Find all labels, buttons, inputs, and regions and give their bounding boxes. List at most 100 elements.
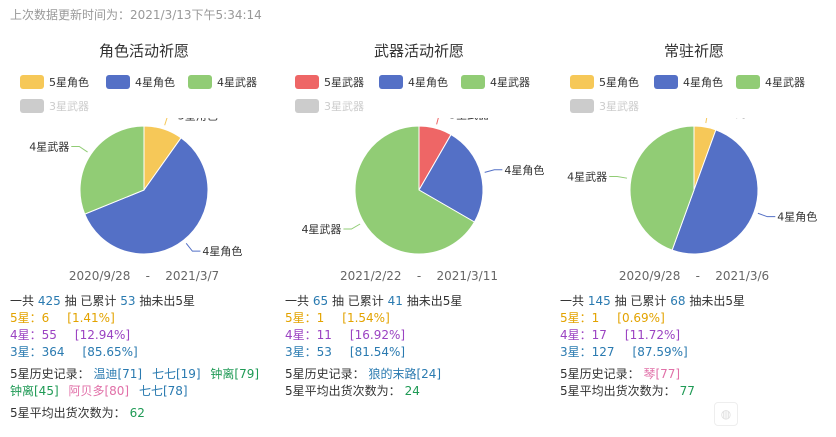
stats-block: 一共 145 抽 已累计 68 抽未出5星 5星：1 [0.69%] 4星：17 [… [560, 293, 822, 400]
history-line: 5星历史记录： 琴[77] [560, 366, 822, 383]
stats-block: 一共 425 抽 已累计 53 抽未出5星 5星：6 [1.41%] 4星：55 [… [10, 293, 272, 422]
rarity-count: 1 [316, 311, 325, 325]
history-item: 温迪[71] [93, 367, 143, 381]
total-suffix: 抽未出5星 [689, 294, 745, 308]
total-mid: 抽 已累计 [64, 294, 117, 308]
date-start: 2021/2/22 [340, 269, 402, 283]
legend-swatch [379, 75, 403, 89]
label-leader-line [484, 169, 503, 173]
date-range: 2021/2/22 - 2021/3/11 [285, 269, 553, 283]
rarity-percent: [1.54%] [342, 311, 390, 325]
rarity-5-line: 5星：1 [0.69%] [560, 310, 822, 327]
label-leader-line [436, 118, 439, 125]
legend-item-5star-character[interactable]: 5星角色 [20, 74, 89, 90]
history-label: 5星历史记录： [560, 367, 640, 381]
rarity-4-line: 4星：17 [11.72%] [560, 327, 822, 344]
legend-swatch [106, 75, 130, 89]
date-range: 2020/9/28 - 2021/3/7 [10, 269, 278, 283]
legend-item-4star-weapon[interactable]: 4星武器 [736, 74, 805, 90]
legend-item-3star-weapon[interactable]: 3星武器 [295, 98, 364, 114]
legend-label: 4星角色 [135, 76, 175, 89]
history-label: 5星历史记录： [285, 367, 365, 381]
legend-label: 3星武器 [599, 100, 639, 113]
average-label: 5星平均出货次数为： [560, 384, 676, 398]
rarity-count: 17 [591, 328, 607, 342]
label-leader-line [343, 223, 361, 230]
date-separator: - [416, 269, 422, 283]
rarity-3-line: 3星：364 [85.65%] [10, 344, 272, 361]
legend-item-4star-character[interactable]: 4星角色 [654, 74, 723, 90]
history-item: 狼的末路[24] [368, 367, 442, 381]
history-line: 5星历史记录： 狼的末路[24] [285, 366, 547, 383]
pie-chart: 5星角色 4星角色 4星武器 [567, 118, 817, 255]
rarity-percent: [87.59%] [632, 345, 688, 359]
date-separator: - [145, 269, 150, 283]
legend-label: 5星武器 [324, 76, 364, 89]
slice-label: 4星武器 [301, 223, 341, 236]
rarity-label: 5星： [285, 311, 317, 325]
legend-item-4star-weapon[interactable]: 4星武器 [461, 74, 530, 90]
history-item: 钟离[45] [10, 384, 59, 398]
date-start: 2020/9/28 [68, 269, 131, 283]
average-line: 5星平均出货次数为： 77 [560, 383, 822, 400]
legend-item-4star-weapon[interactable]: 4星武器 [188, 74, 257, 90]
slice-4star-weapon[interactable] [354, 125, 476, 255]
legend-item-4star-character[interactable]: 4星角色 [106, 74, 175, 90]
legend-swatch [20, 99, 44, 113]
legend-item-4star-character[interactable]: 4星角色 [379, 74, 448, 90]
slice-label: 4星角色 [202, 244, 242, 258]
pie-chart: 5星角色 4星角色 4星武器 [29, 118, 242, 258]
legend-swatch [570, 99, 594, 113]
rarity-count: 53 [316, 345, 332, 359]
last-updated-text: 上次数据更新时间为：2021/3/13下午5:34:14 [10, 8, 262, 22]
legend-label: 5星角色 [599, 76, 639, 89]
legend-label: 4星武器 [765, 76, 805, 89]
legend-label: 3星武器 [49, 100, 89, 113]
slice-label: 5星角色 [178, 118, 218, 123]
total-prefix: 一共 [560, 294, 585, 308]
rarity-percent: [0.69%] [617, 311, 665, 325]
history-item: 七七[19] [151, 367, 201, 381]
rarity-4-line: 4星：11 [16.92%] [285, 327, 547, 344]
legend-swatch [461, 75, 485, 89]
history-item: 七七[78] [138, 384, 188, 398]
slice-label: 5星角色 [718, 118, 758, 120]
total-line: 一共 145 抽 已累计 68 抽未出5星 [560, 293, 822, 310]
date-end: 2021/3/11 [436, 269, 498, 283]
rarity-percent: [11.72%] [624, 328, 681, 342]
legend-item-5star-weapon[interactable]: 5星武器 [295, 74, 364, 90]
slice-4star-character[interactable] [84, 137, 209, 255]
legend-label: 4星角色 [408, 76, 448, 89]
rarity-label: 3星： [10, 345, 42, 359]
slice-4star-character[interactable] [671, 129, 759, 255]
panel-standard: 常驻祈愿 5星角色 4星角色 4星武器 3星武器 5星角色 4星角色 4星武器 20… [560, 36, 828, 436]
rarity-percent: [1.41%] [67, 311, 115, 325]
average-value: 24 [404, 384, 420, 398]
legend-item-5star-character[interactable]: 5星角色 [570, 74, 639, 90]
average-label: 5星平均出货次数为： [10, 406, 126, 420]
total-line: 一共 65 抽 已累计 41 抽未出5星 [285, 293, 547, 310]
slice-label: 4星武器 [29, 140, 69, 153]
slice-label: 4星武器 [567, 170, 607, 183]
average-value: 62 [129, 406, 145, 420]
legend-swatch [20, 75, 44, 89]
date-separator: - [695, 269, 700, 283]
slice-4star-character[interactable] [418, 133, 484, 223]
legend-label: 4星武器 [217, 76, 257, 89]
slice-4star-weapon[interactable] [629, 125, 695, 251]
legend-label: 4星武器 [490, 76, 530, 89]
slice-4star-weapon[interactable] [79, 125, 145, 215]
legend-item-3star-weapon[interactable]: 3星武器 [20, 98, 89, 114]
pity-count: 68 [670, 294, 686, 308]
legend-swatch [295, 75, 319, 89]
legend-label: 5星角色 [49, 76, 89, 89]
legend-item-3star-weapon[interactable]: 3星武器 [570, 98, 639, 114]
legend-label: 4星角色 [683, 76, 723, 89]
rarity-3-line: 3星：53 [81.54%] [285, 344, 547, 361]
pity-count: 41 [387, 294, 403, 308]
pie-chart: 5星武器 4星角色 4星武器 [301, 118, 544, 255]
slice-label: 4星角色 [777, 210, 817, 224]
panel-character-event: 角色活动祈愿 5星角色 4星角色 4星武器 3星武器 5星角色4星角色4星武器 … [10, 36, 278, 436]
legend-swatch [736, 75, 760, 89]
average-label: 5星平均出货次数为： [285, 384, 401, 398]
